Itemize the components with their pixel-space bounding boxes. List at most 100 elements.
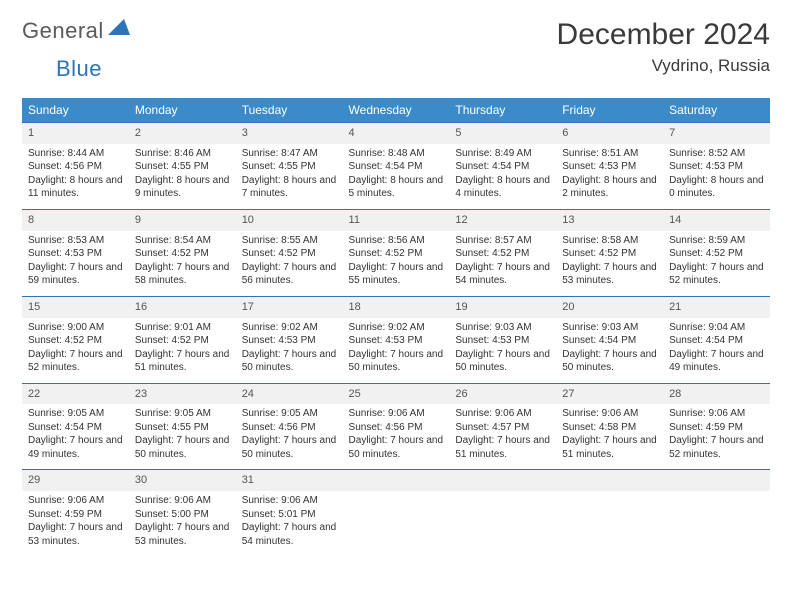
day-number: 2 xyxy=(129,123,236,144)
day-number: 9 xyxy=(129,210,236,231)
calendar-cell: 24Sunrise: 9:05 AMSunset: 4:56 PMDayligh… xyxy=(236,383,343,470)
daylight-text: Daylight: 7 hours and 49 minutes. xyxy=(28,434,123,461)
daylight-text: Daylight: 7 hours and 56 minutes. xyxy=(242,261,337,288)
cell-body: Sunrise: 8:56 AMSunset: 4:52 PMDaylight:… xyxy=(343,231,450,288)
daylight-text: Daylight: 7 hours and 52 minutes. xyxy=(669,434,764,461)
day-header: Wednesday xyxy=(343,98,450,123)
sunrise-text: Sunrise: 9:02 AM xyxy=(349,321,444,335)
calendar-cell: 25Sunrise: 9:06 AMSunset: 4:56 PMDayligh… xyxy=(343,383,450,470)
cell-body: Sunrise: 9:06 AMSunset: 4:57 PMDaylight:… xyxy=(449,404,556,461)
daylight-text: Daylight: 7 hours and 51 minutes. xyxy=(455,434,550,461)
daylight-text: Daylight: 7 hours and 59 minutes. xyxy=(28,261,123,288)
sunset-text: Sunset: 4:57 PM xyxy=(455,421,550,435)
calendar-table: SundayMondayTuesdayWednesdayThursdayFrid… xyxy=(22,98,770,556)
calendar-cell: 22Sunrise: 9:05 AMSunset: 4:54 PMDayligh… xyxy=(22,383,129,470)
calendar-week: 29Sunrise: 9:06 AMSunset: 4:59 PMDayligh… xyxy=(22,470,770,556)
daylight-text: Daylight: 7 hours and 50 minutes. xyxy=(562,348,657,375)
calendar-cell: 7Sunrise: 8:52 AMSunset: 4:53 PMDaylight… xyxy=(663,123,770,210)
sunrise-text: Sunrise: 9:02 AM xyxy=(242,321,337,335)
day-header: Monday xyxy=(129,98,236,123)
sunset-text: Sunset: 4:52 PM xyxy=(349,247,444,261)
calendar-cell: 15Sunrise: 9:00 AMSunset: 4:52 PMDayligh… xyxy=(22,296,129,383)
daylight-text: Daylight: 7 hours and 50 minutes. xyxy=(349,348,444,375)
sunset-text: Sunset: 4:53 PM xyxy=(349,334,444,348)
calendar-cell: 16Sunrise: 9:01 AMSunset: 4:52 PMDayligh… xyxy=(129,296,236,383)
daylight-text: Daylight: 8 hours and 4 minutes. xyxy=(455,174,550,201)
sunrise-text: Sunrise: 9:06 AM xyxy=(562,407,657,421)
empty-daynum xyxy=(343,470,450,491)
calendar-cell: 19Sunrise: 9:03 AMSunset: 4:53 PMDayligh… xyxy=(449,296,556,383)
day-number: 1 xyxy=(22,123,129,144)
cell-body: Sunrise: 9:04 AMSunset: 4:54 PMDaylight:… xyxy=(663,318,770,375)
sunrise-text: Sunrise: 8:51 AM xyxy=(562,147,657,161)
daylight-text: Daylight: 7 hours and 50 minutes. xyxy=(349,434,444,461)
daylight-text: Daylight: 7 hours and 58 minutes. xyxy=(135,261,230,288)
daylight-text: Daylight: 7 hours and 51 minutes. xyxy=(562,434,657,461)
calendar-cell: 17Sunrise: 9:02 AMSunset: 4:53 PMDayligh… xyxy=(236,296,343,383)
day-number: 24 xyxy=(236,384,343,405)
day-number: 19 xyxy=(449,297,556,318)
calendar-cell: 27Sunrise: 9:06 AMSunset: 4:58 PMDayligh… xyxy=(556,383,663,470)
day-header-row: SundayMondayTuesdayWednesdayThursdayFrid… xyxy=(22,98,770,123)
daylight-text: Daylight: 8 hours and 0 minutes. xyxy=(669,174,764,201)
sunrise-text: Sunrise: 9:06 AM xyxy=(455,407,550,421)
calendar-cell: 3Sunrise: 8:47 AMSunset: 4:55 PMDaylight… xyxy=(236,123,343,210)
cell-body: Sunrise: 9:06 AMSunset: 4:59 PMDaylight:… xyxy=(663,404,770,461)
logo-triangle-icon xyxy=(108,17,130,35)
sunset-text: Sunset: 4:53 PM xyxy=(28,247,123,261)
sunset-text: Sunset: 4:56 PM xyxy=(28,160,123,174)
cell-body: Sunrise: 8:53 AMSunset: 4:53 PMDaylight:… xyxy=(22,231,129,288)
sunrise-text: Sunrise: 9:04 AM xyxy=(669,321,764,335)
sunrise-text: Sunrise: 9:03 AM xyxy=(562,321,657,335)
cell-body: Sunrise: 9:06 AMSunset: 4:56 PMDaylight:… xyxy=(343,404,450,461)
calendar-cell xyxy=(343,470,450,556)
sunset-text: Sunset: 4:53 PM xyxy=(455,334,550,348)
sunrise-text: Sunrise: 8:47 AM xyxy=(242,147,337,161)
daylight-text: Daylight: 7 hours and 50 minutes. xyxy=(455,348,550,375)
daylight-text: Daylight: 7 hours and 53 minutes. xyxy=(28,521,123,548)
logo: General xyxy=(22,18,130,44)
sunrise-text: Sunrise: 9:03 AM xyxy=(455,321,550,335)
sunrise-text: Sunrise: 8:56 AM xyxy=(349,234,444,248)
sunrise-text: Sunrise: 9:01 AM xyxy=(135,321,230,335)
day-header: Tuesday xyxy=(236,98,343,123)
sunset-text: Sunset: 4:55 PM xyxy=(135,421,230,435)
daylight-text: Daylight: 7 hours and 51 minutes. xyxy=(135,348,230,375)
day-number: 29 xyxy=(22,470,129,491)
sunrise-text: Sunrise: 8:57 AM xyxy=(455,234,550,248)
daylight-text: Daylight: 8 hours and 7 minutes. xyxy=(242,174,337,201)
sunrise-text: Sunrise: 8:49 AM xyxy=(455,147,550,161)
cell-body: Sunrise: 8:49 AMSunset: 4:54 PMDaylight:… xyxy=(449,144,556,201)
day-number: 16 xyxy=(129,297,236,318)
sunset-text: Sunset: 4:54 PM xyxy=(349,160,444,174)
cell-body: Sunrise: 9:03 AMSunset: 4:53 PMDaylight:… xyxy=(449,318,556,375)
daylight-text: Daylight: 7 hours and 54 minutes. xyxy=(242,521,337,548)
cell-body: Sunrise: 8:57 AMSunset: 4:52 PMDaylight:… xyxy=(449,231,556,288)
sunset-text: Sunset: 4:52 PM xyxy=(455,247,550,261)
day-number: 6 xyxy=(556,123,663,144)
location-label: Vydrino, Russia xyxy=(557,56,770,76)
cell-body: Sunrise: 9:06 AMSunset: 5:01 PMDaylight:… xyxy=(236,491,343,548)
sunrise-text: Sunrise: 9:00 AM xyxy=(28,321,123,335)
day-number: 21 xyxy=(663,297,770,318)
day-number: 12 xyxy=(449,210,556,231)
calendar-week: 8Sunrise: 8:53 AMSunset: 4:53 PMDaylight… xyxy=(22,209,770,296)
sunrise-text: Sunrise: 8:54 AM xyxy=(135,234,230,248)
day-number: 22 xyxy=(22,384,129,405)
calendar-cell: 30Sunrise: 9:06 AMSunset: 5:00 PMDayligh… xyxy=(129,470,236,556)
day-number: 23 xyxy=(129,384,236,405)
calendar-cell: 6Sunrise: 8:51 AMSunset: 4:53 PMDaylight… xyxy=(556,123,663,210)
sunset-text: Sunset: 4:59 PM xyxy=(28,508,123,522)
daylight-text: Daylight: 8 hours and 2 minutes. xyxy=(562,174,657,201)
sunset-text: Sunset: 5:00 PM xyxy=(135,508,230,522)
sunrise-text: Sunrise: 8:58 AM xyxy=(562,234,657,248)
cell-body: Sunrise: 8:51 AMSunset: 4:53 PMDaylight:… xyxy=(556,144,663,201)
sunset-text: Sunset: 4:54 PM xyxy=(28,421,123,435)
empty-daynum xyxy=(556,470,663,491)
daylight-text: Daylight: 7 hours and 53 minutes. xyxy=(135,521,230,548)
day-number: 15 xyxy=(22,297,129,318)
cell-body: Sunrise: 8:55 AMSunset: 4:52 PMDaylight:… xyxy=(236,231,343,288)
calendar-cell: 28Sunrise: 9:06 AMSunset: 4:59 PMDayligh… xyxy=(663,383,770,470)
cell-body: Sunrise: 9:06 AMSunset: 5:00 PMDaylight:… xyxy=(129,491,236,548)
cell-body: Sunrise: 9:03 AMSunset: 4:54 PMDaylight:… xyxy=(556,318,663,375)
